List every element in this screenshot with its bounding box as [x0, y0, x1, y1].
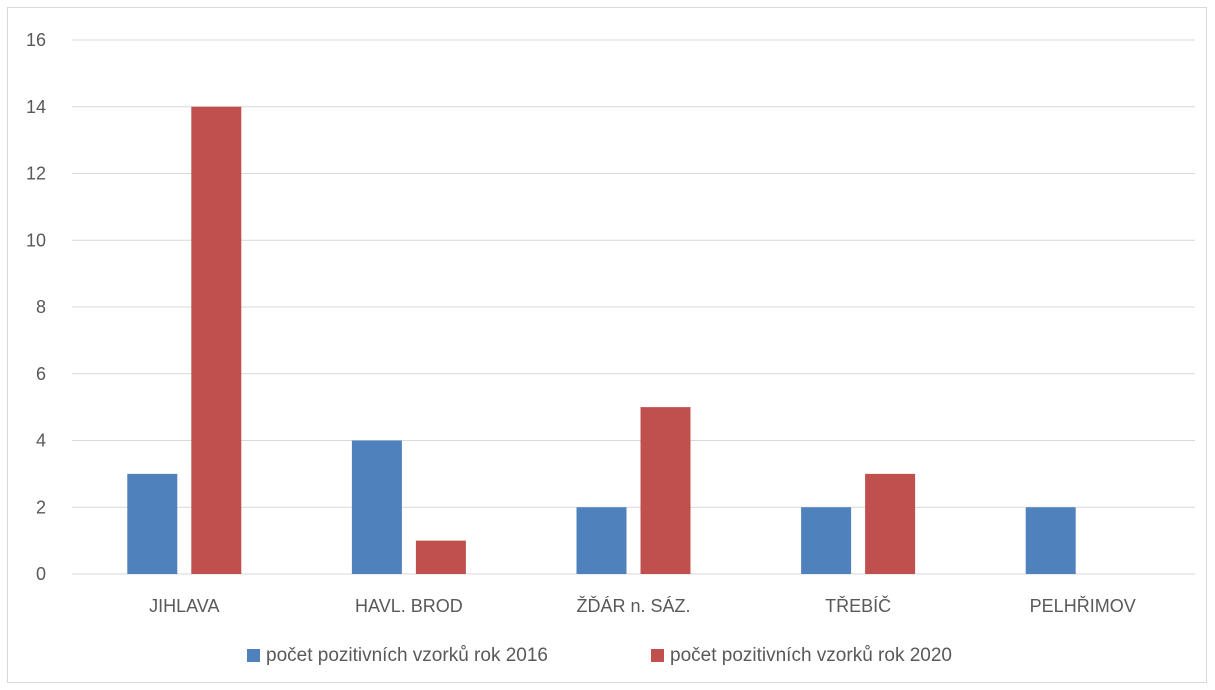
x-category-label: JIHLAVA: [149, 596, 219, 616]
x-category-label: ŽĎÁR n. SÁZ.: [576, 596, 690, 616]
legend-swatch-2016: [247, 649, 260, 662]
y-tick-label: 6: [36, 364, 46, 384]
gridlines: [72, 39, 1195, 575]
legend-swatch-2020: [651, 649, 664, 662]
bar-2016: [801, 507, 852, 574]
x-axis: JIHLAVA HAVL. BROD ŽĎÁR n. SÁZ. TŘEBÍČ PELHŘ…: [149, 595, 1136, 616]
bar-2020: [191, 106, 242, 574]
bar-2020: [640, 407, 691, 574]
legend-label-2016: počet pozitivních vzorků rok 2016: [266, 645, 548, 666]
legend: počet pozitivních vzorků rok 2016 počet p…: [247, 645, 952, 666]
bar-2020: [415, 540, 466, 574]
bar-2016: [351, 440, 402, 574]
y-tick-label: 16: [26, 30, 46, 50]
y-tick-label: 12: [26, 164, 46, 184]
x-category-label: TŘEBÍČ: [825, 595, 891, 616]
y-axis: 0 2 4 6 8 10 12 14 16: [26, 30, 46, 584]
bar-2016: [127, 473, 178, 574]
bar-2016: [576, 507, 627, 574]
y-tick-label: 14: [26, 97, 46, 117]
x-category-label: HAVL. BROD: [355, 596, 463, 616]
y-tick-label: 10: [26, 230, 46, 250]
y-tick-label: 2: [36, 497, 46, 517]
x-category-label: PELHŘIMOV: [1030, 596, 1136, 616]
legend-label-2020: počet pozitivních vzorků rok 2020: [670, 645, 952, 666]
bars: [127, 106, 1076, 574]
y-tick-label: 8: [36, 297, 46, 317]
y-tick-label: 4: [36, 431, 46, 451]
bar-2020: [865, 473, 916, 574]
bar-2016: [1025, 507, 1076, 574]
y-tick-label: 0: [36, 564, 46, 584]
